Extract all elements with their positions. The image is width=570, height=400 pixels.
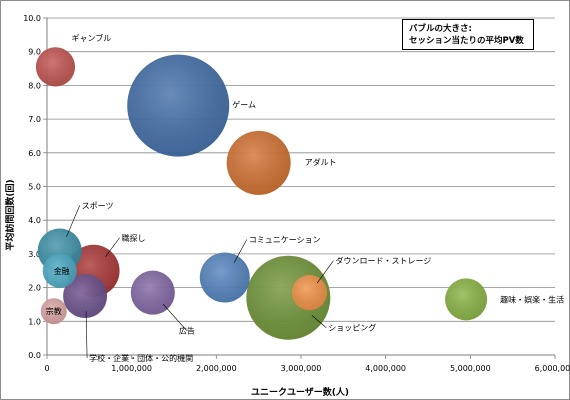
bubble-label: ダウンロード・ストレージ [335,256,431,266]
y-tick-label: 2.0 [28,284,41,293]
bubble-size-note-line-1: バブルの大きさ: [409,24,472,34]
bubble-shade [130,270,175,315]
bubble-label: ゲーム [232,100,256,110]
bubble-shade [127,54,230,157]
bubble-shade [291,275,328,311]
bubble [42,253,77,288]
bubble-label: コミュニケーション [249,235,321,244]
y-tick-label: 5.0 [28,183,41,192]
y-tick-label: 9.0 [28,48,41,57]
x-tick-label: 1,000,000 [111,364,152,373]
bubble-shade [199,252,250,303]
leader-line [316,260,334,284]
bubble [226,130,291,195]
leader-line [311,315,327,328]
y-tick-label: 0.0 [28,351,41,360]
bubble-label: ショッピング [328,323,376,333]
y-tick-label: 7.0 [28,115,41,124]
leader-line [66,205,80,237]
bubble-label: 趣味・娯楽・生活 [500,294,564,304]
leader-line [162,303,188,331]
bubble-shade [40,298,67,325]
y-tick-label: 10.0 [23,14,41,23]
bubble-shade [42,253,77,288]
bubble-label: 職探し [122,233,146,243]
bubble [445,278,488,321]
bubble [127,54,230,157]
y-tick-label: 3.0 [28,250,41,259]
y-tick-label: 8.0 [28,81,41,90]
x-tick-label: 5,000,000 [450,364,491,373]
y-axis-title: 平均訪問回数(回) [4,179,16,250]
bubble-label: 金融 [54,266,70,276]
x-tick-label: 6,000,000 [535,364,570,373]
y-tick-label: 4.0 [28,216,41,225]
y-tick-label: 6.0 [28,149,41,158]
x-tick-label: 4,000,000 [365,364,406,373]
bubble-size-note-line-2: セッション当たりの平均PV数 [409,36,524,46]
bubble-label: アダルト [305,157,337,167]
bubble-shade [226,130,291,195]
bubble-label: 広告 [179,326,195,336]
bubble-label: ギャンブル [71,33,111,43]
bubble-shade [63,274,108,319]
bubble [40,298,67,325]
bubble-label: スポーツ [82,202,114,211]
bubble [130,270,175,315]
bubble-label: 学校・企業・団体・公的機関 [89,353,193,363]
leader-line [105,237,120,258]
x-tick-label: 0 [44,364,49,373]
bubble-shade [445,278,488,321]
bubble [199,252,250,303]
bubble [63,274,108,319]
bubble [35,47,76,87]
y-tick-label: 1.0 [28,317,41,326]
leader-line [233,239,248,263]
bubble-size-note: バブルの大きさ: セッション当たりの平均PV数 [402,19,534,50]
x-tick-label: 2,000,000 [196,364,237,373]
leader-line [85,311,88,359]
x-tick-label: 3,000,000 [281,364,322,373]
bubble-label: 宗教 [46,306,62,316]
x-axis-title: ユニークユーザー数(人) [251,386,349,398]
bubble-shade [35,47,76,87]
bubble [291,275,328,311]
